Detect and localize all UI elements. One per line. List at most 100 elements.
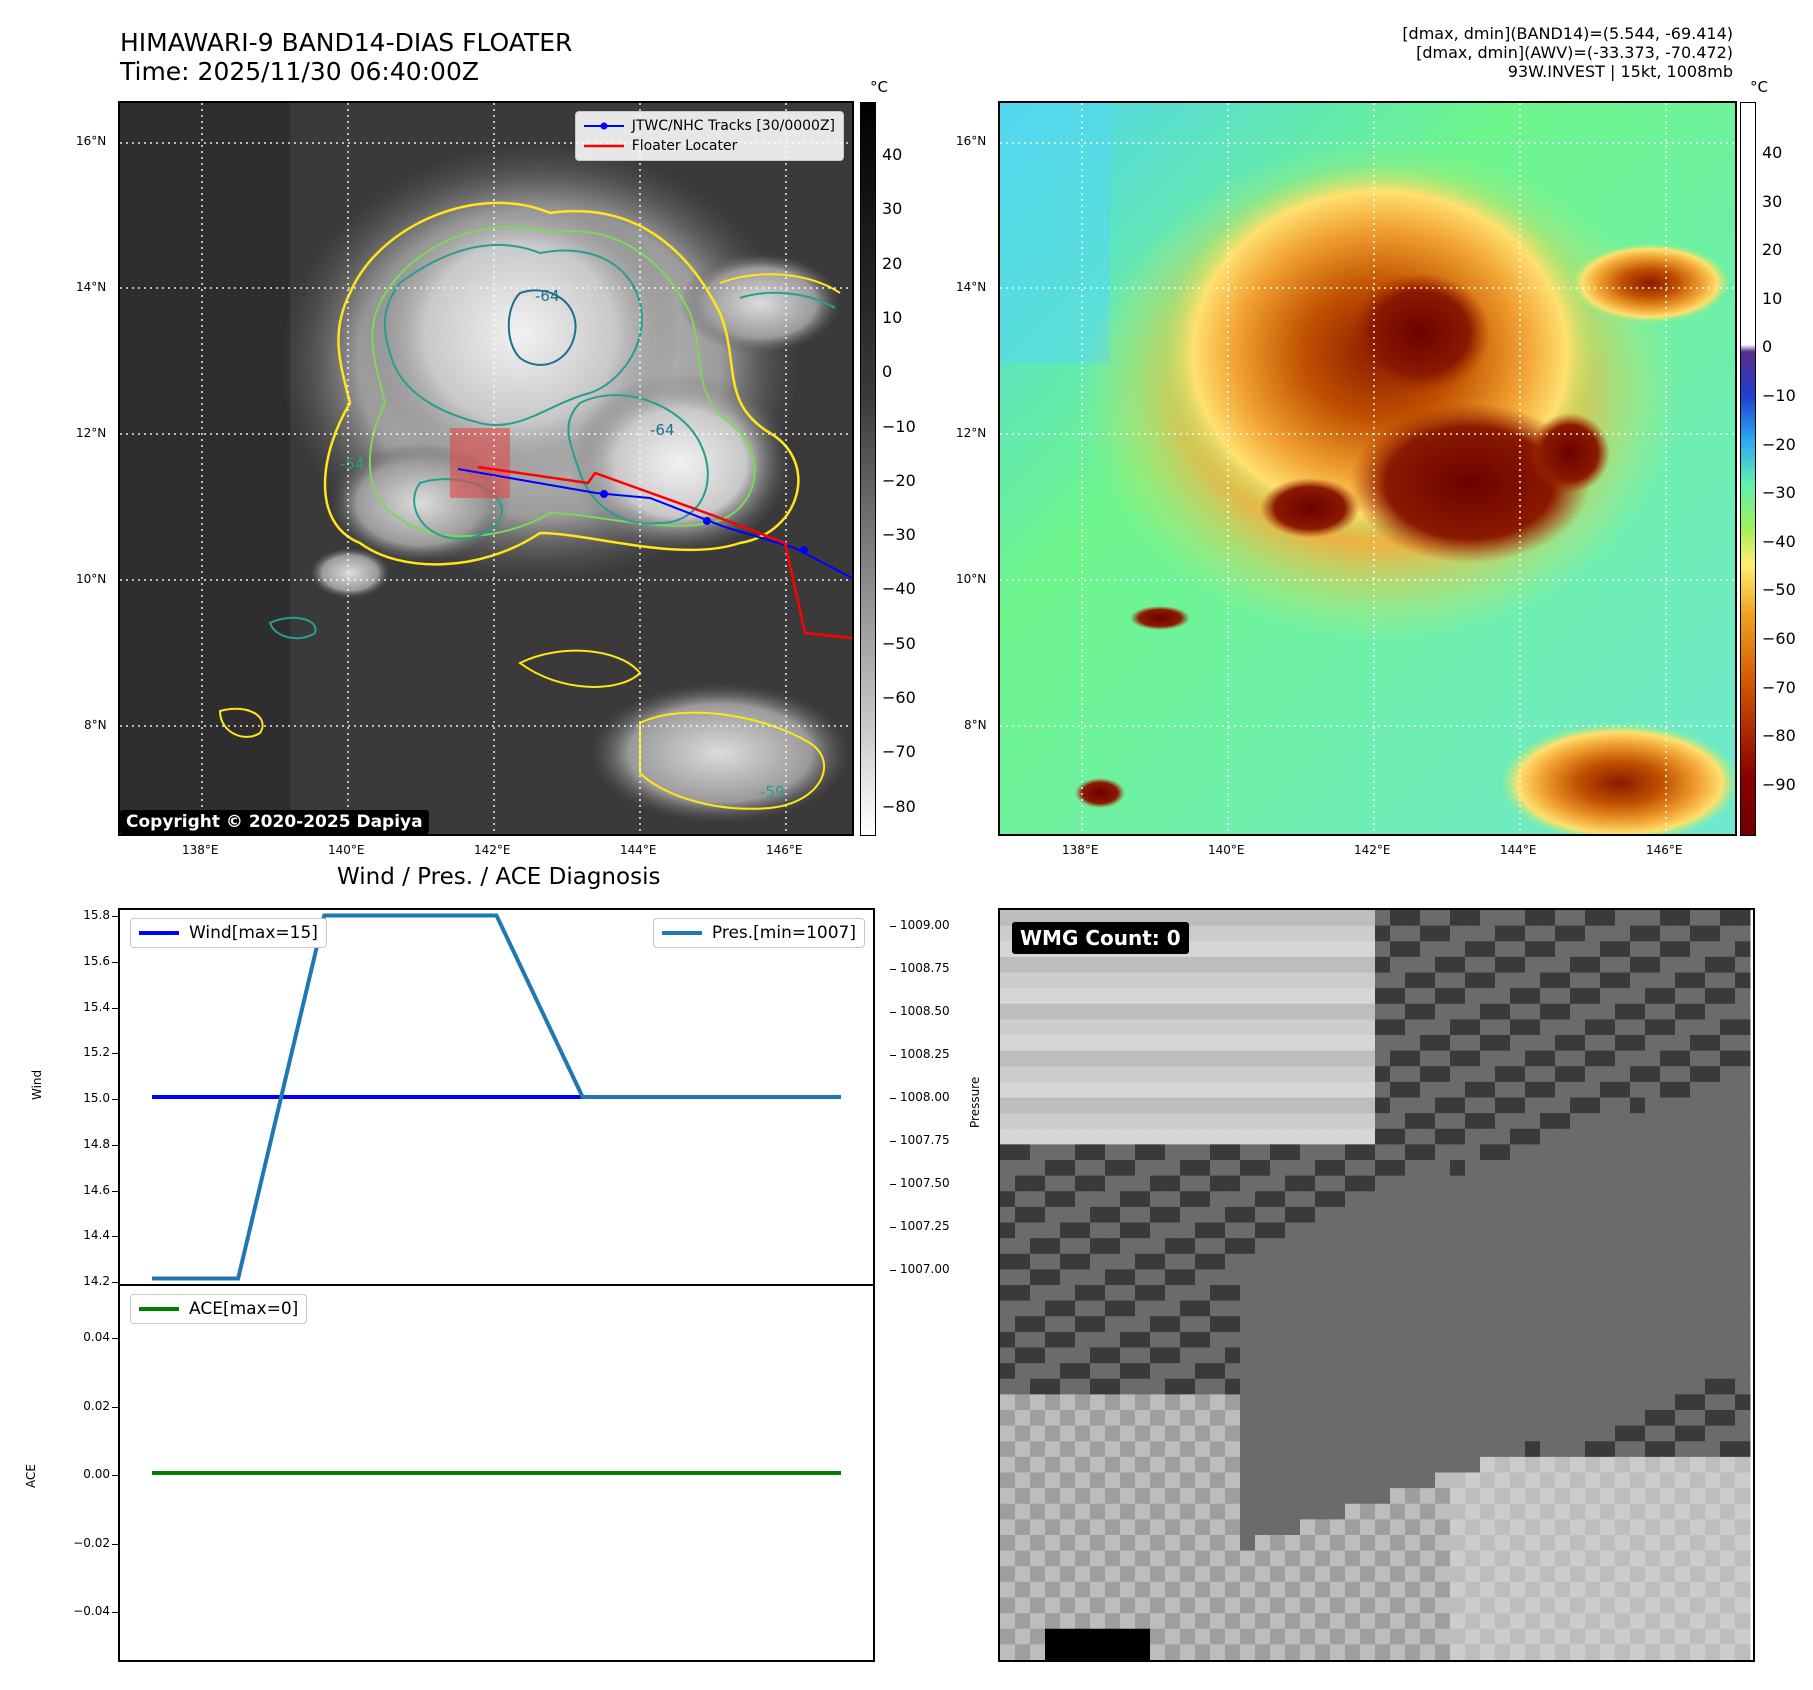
pres-tick: 1008.00 [900, 1090, 950, 1104]
ir-colorbar-tick: 30 [882, 199, 903, 219]
awv-colorbar-tick: −90 [1762, 774, 1796, 794]
wind-tick-mark [112, 1282, 118, 1283]
ir-lat-label: 14°N [76, 280, 107, 294]
pres-tick: 1007.50 [900, 1176, 950, 1190]
wind-legend: Wind[max=15] [130, 918, 327, 948]
tracks-legend-label: JTWC/NHC Tracks [30/0000Z] [631, 118, 835, 134]
awv-colorbar-tick: −30 [1762, 483, 1796, 503]
awv-colorbar [1740, 102, 1756, 836]
awv-lat-label: 12°N [956, 426, 987, 440]
wind-tick-mark [112, 1007, 118, 1009]
wind-legend-line [139, 931, 179, 935]
wind-tick-mark [112, 1190, 118, 1192]
wind-tick: 14.2 [83, 1274, 110, 1288]
ace-tick: −0.04 [73, 1604, 110, 1618]
wind-tick: 14.8 [83, 1136, 110, 1151]
ace-tick: 0.02 [83, 1398, 110, 1413]
awv-colorbar-unit: °C [1750, 78, 1768, 96]
ir-map-image [120, 103, 852, 834]
wmg-panel: WMG Count: 0 [998, 908, 1755, 1662]
awv-lon-label: 144°E [1500, 843, 1537, 857]
info-line-2: [dmax, dmin](AWV)=(-33.373, -70.472) [1416, 43, 1733, 62]
awv-lon-label: 142°E [1354, 843, 1391, 857]
wind-tick: 14.6 [83, 1182, 110, 1197]
wind-tick-mark [112, 961, 118, 963]
wind-tick: 14.4 [83, 1228, 110, 1243]
wind-tick-mark [112, 1099, 118, 1100]
pres-tick-mark [890, 1012, 896, 1013]
wmg-image [1000, 910, 1751, 1660]
ace-tick: 0.00 [83, 1467, 110, 1481]
ir-lon-label: 146°E [766, 843, 803, 857]
awv-colorbar-tick: −20 [1762, 434, 1796, 454]
ir-colorbar-unit: °C [870, 78, 888, 96]
wind-tick: 15.8 [83, 908, 110, 922]
info-line-3: 93W.INVEST | 15kt, 1008mb [1507, 62, 1733, 81]
ace-legend-label: ACE[max=0] [189, 1299, 299, 1319]
awv-colorbar-tick: 20 [1762, 240, 1783, 260]
ace-tick-mark [112, 1406, 118, 1408]
pres-tick-mark [890, 926, 896, 927]
wind-tick-mark [112, 1053, 118, 1055]
ace-axes: ACE[max=0] [118, 1284, 875, 1662]
pres-tick-mark [890, 1270, 896, 1271]
wind-tick: 15.2 [83, 1045, 110, 1060]
ir-colorbar-tick: 10 [882, 307, 903, 327]
ir-lat-label: 16°N [76, 134, 107, 148]
ir-lat-label: 8°N [84, 718, 107, 732]
contour-label: -64 [535, 287, 560, 305]
figure-title: HIMAWARI-9 BAND14-DIAS FLOATER Time: 202… [120, 28, 572, 86]
pres-tick: 1008.75 [900, 961, 950, 975]
tracks-legend-icon [583, 122, 624, 130]
ir-colorbar-tick: −30 [882, 525, 916, 545]
ace-tick: −0.02 [73, 1535, 110, 1550]
ir-lon-label: 144°E [620, 843, 657, 857]
wind-legend-label: Wind[max=15] [189, 923, 318, 943]
pres-tick: 1007.25 [900, 1219, 950, 1233]
contour-label: -54 [340, 455, 365, 473]
ir-lon-label: 140°E [328, 843, 365, 857]
diagnosis-title: Wind / Pres. / ACE Diagnosis [337, 864, 661, 890]
ir-colorbar-tick: 0 [882, 362, 893, 382]
wind-axis-label: Wind [30, 1069, 44, 1100]
pres-tick: 1007.75 [900, 1133, 950, 1147]
wind-pres-plot [152, 913, 841, 1281]
pres-axis-label: Pressure [968, 1076, 982, 1128]
pres-tick-mark [890, 1098, 896, 1099]
wind-tick: 15.6 [83, 953, 110, 968]
ace-legend-line [139, 1307, 179, 1311]
pres-legend: Pres.[min=1007] [652, 918, 865, 948]
ace-tick: 0.04 [83, 1330, 110, 1344]
pres-legend-label: Pres.[min=1007] [711, 923, 856, 943]
pres-tick-mark [890, 1141, 896, 1142]
awv-colorbar-tick: 40 [1762, 143, 1783, 162]
awv-colorbar-tick: −50 [1762, 580, 1796, 600]
awv-colorbar-tick: −10 [1762, 386, 1796, 405]
awv-colorbar-tick: −60 [1762, 629, 1796, 648]
locater-legend-label: Floater Locater [631, 138, 738, 154]
ir-lon-label: 142°E [474, 843, 511, 857]
ir-lon-label: 138°E [182, 843, 219, 857]
awv-lat-label: 16°N [956, 134, 987, 148]
wind-tick-mark [112, 1144, 118, 1146]
ir-colorbar [860, 102, 876, 836]
locater-legend-icon [583, 144, 624, 148]
ir-map-panel: JTWC/NHC Tracks [30/0000Z] Floater Locat… [118, 101, 854, 836]
wind-tick-mark [112, 916, 118, 917]
ir-lat-label: 12°N [76, 426, 107, 440]
awv-lon-label: 146°E [1646, 843, 1683, 857]
wind-tick-mark [112, 1236, 118, 1238]
wind-tick: 15.4 [83, 999, 110, 1014]
ir-colorbar-tick: −80 [882, 796, 916, 816]
awv-colorbar-tick: −40 [1762, 531, 1796, 551]
info-line-1: [dmax, dmin](BAND14)=(5.544, -69.414) [1402, 24, 1733, 43]
ir-colorbar-tick: −40 [882, 579, 916, 599]
ir-colorbar-tick: −70 [882, 742, 916, 762]
pres-tick-mark [890, 1184, 896, 1185]
contour-label: -59 [760, 783, 785, 801]
ace-tick-mark [112, 1475, 118, 1476]
ir-map-legend: JTWC/NHC Tracks [30/0000Z] Floater Locat… [574, 111, 844, 161]
wind-tick: 15.0 [83, 1091, 110, 1105]
title-line-1: HIMAWARI-9 BAND14-DIAS FLOATER [120, 28, 573, 57]
ir-colorbar-tick: −10 [882, 416, 916, 436]
